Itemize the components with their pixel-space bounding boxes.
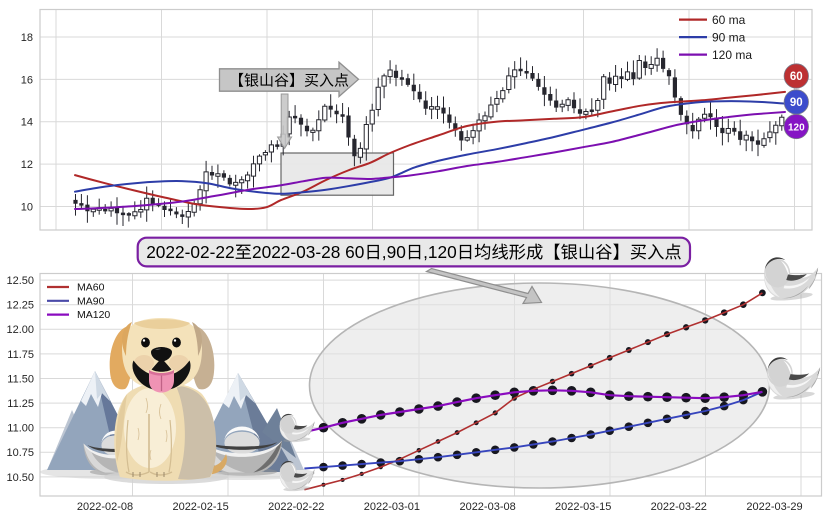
svg-text:60: 60 [790,71,803,83]
svg-text:2022-03-15: 2022-03-15 [555,501,611,513]
svg-text:12: 12 [21,159,33,171]
svg-text:12.50: 12.50 [6,275,34,287]
svg-text:2022-02-22: 2022-02-22 [146,242,234,262]
svg-text:2022-03-01: 2022-03-01 [364,501,420,513]
svg-text:,120: ,120 [423,242,457,262]
svg-text:14: 14 [21,117,33,129]
svg-text:2022-02-08: 2022-02-08 [77,501,133,513]
svg-text:11.50: 11.50 [7,373,34,385]
svg-text:60 ma: 60 ma [712,13,746,27]
svg-text:2022-03-29: 2022-03-29 [746,501,802,513]
svg-text:,90: ,90 [382,242,406,262]
svg-text:16: 16 [21,74,33,86]
svg-text:MA60: MA60 [77,282,105,294]
svg-text:12.25: 12.25 [6,300,34,312]
svg-text:11.00: 11.00 [7,423,34,435]
svg-text:120 ma: 120 ma [712,48,752,62]
svg-text:2022-03-22: 2022-03-22 [651,501,707,513]
svg-text:MA90: MA90 [77,295,105,307]
svg-text:120: 120 [788,123,805,134]
svg-text:18: 18 [21,32,33,44]
svg-text:2022-02-15: 2022-02-15 [172,501,228,513]
svg-text:10: 10 [21,201,33,213]
svg-text:10.50: 10.50 [6,472,34,484]
svg-text:11.25: 11.25 [7,398,34,410]
svg-text:11.75: 11.75 [7,349,34,361]
svg-text:2022-03-28 60: 2022-03-28 60 [252,242,364,262]
svg-text:90: 90 [790,97,803,109]
svg-text:10.75: 10.75 [6,447,34,459]
svg-text:2022-03-08: 2022-03-08 [459,501,515,513]
svg-text:MA120: MA120 [77,309,110,321]
svg-text:12.00: 12.00 [6,324,34,336]
svg-text:2022-02-22: 2022-02-22 [268,501,324,513]
svg-text:90 ma: 90 ma [712,30,746,44]
